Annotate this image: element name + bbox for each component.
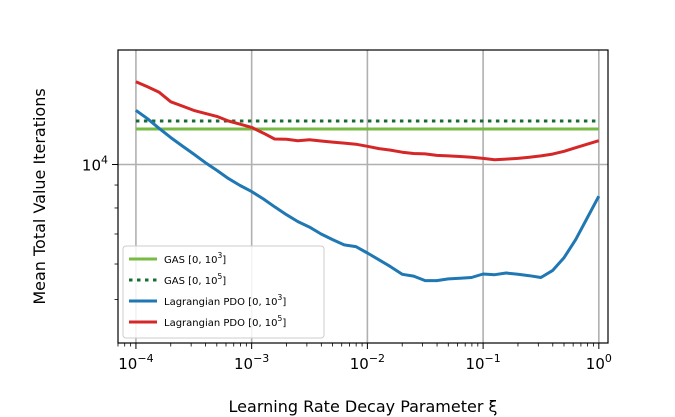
legend-label-4: Lagrangian PDO [0, 105] <box>164 314 286 329</box>
ticks: 10−4 10−3 10−2 10−1 100 104 <box>82 154 612 373</box>
series-line-3 <box>135 109 601 283</box>
legend-box <box>122 245 325 339</box>
x-tick-label: 100 <box>586 352 612 373</box>
x-tick-label: 10−3 <box>234 352 269 373</box>
legend: GAS [0, 103] GAS [0, 105] Lagrangian PDO [… <box>122 245 325 339</box>
legend-label-1: GAS [0, 103] <box>164 251 226 266</box>
legend-label-2: GAS [0, 105] <box>164 272 226 287</box>
x-tick-label: 10−2 <box>350 352 385 373</box>
series-line-4 <box>135 80 600 162</box>
y-tick-label: 104 <box>82 154 108 175</box>
plot-frame <box>117 49 609 344</box>
x-tick-label: 10−1 <box>465 352 500 373</box>
series-group <box>135 80 601 283</box>
x-axis-label: Learning Rate Decay Parameter ξ <box>229 397 498 416</box>
legend-label-3: Lagrangian PDO [0, 103] <box>164 293 286 308</box>
y-axis-label: Mean Total Value Iterations <box>30 88 49 304</box>
x-tick-label: 10−4 <box>118 352 153 373</box>
